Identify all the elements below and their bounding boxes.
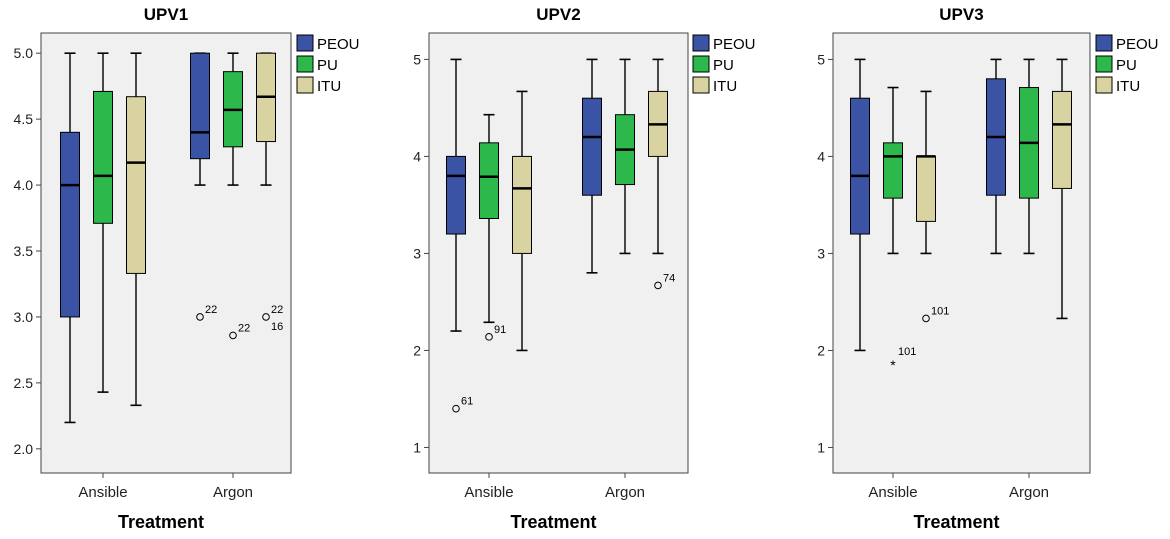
outlier-marker — [229, 331, 237, 340]
plot-area — [832, 32, 1091, 474]
legend-label: PU — [713, 57, 734, 74]
x-axis-label: Treatment — [913, 512, 999, 532]
outlier-marker — [654, 281, 662, 290]
outlier-label: 101 — [931, 305, 949, 317]
y-tick-label: 5 — [413, 51, 421, 67]
outlier-marker — [452, 404, 460, 413]
box-peou — [190, 52, 210, 160]
box-itu — [916, 155, 936, 222]
x-category-label: Argon — [605, 484, 645, 501]
chart-title: UPV1 — [144, 5, 188, 24]
box-pu — [883, 142, 903, 199]
outlier-label: 22 — [205, 304, 217, 316]
outlier-label: 16 — [271, 321, 283, 333]
outlier-star-marker: * — [890, 357, 896, 373]
y-tick-label: 5.0 — [14, 45, 34, 61]
y-tick-label: 2 — [413, 342, 421, 358]
plot-area — [40, 32, 292, 474]
box-itu — [1052, 90, 1072, 189]
outlier-marker — [262, 313, 270, 321]
x-category-label: Ansible — [868, 484, 917, 501]
y-tick-label: 5 — [817, 51, 825, 67]
y-tick-label: 1 — [817, 439, 825, 455]
box-peou — [850, 97, 870, 235]
outlier-label: 101 — [898, 346, 916, 358]
y-tick-label: 3 — [413, 245, 421, 261]
chart-title: UPV3 — [939, 5, 983, 24]
y-tick-label: 4 — [413, 148, 421, 164]
legend-swatch-pu — [296, 55, 314, 73]
y-tick-label: 3.5 — [14, 243, 34, 259]
y-tick-label: 1 — [413, 439, 421, 455]
outlier-label: 61 — [461, 396, 473, 408]
legend-swatch-itu — [296, 76, 314, 94]
x-category-label: Argon — [1009, 484, 1049, 501]
x-axis-label: Treatment — [118, 512, 204, 532]
box-peou — [582, 97, 602, 196]
box-itu — [126, 96, 146, 274]
outlier-marker — [196, 313, 204, 321]
y-tick-label: 4.0 — [14, 177, 34, 193]
legend-label: ITU — [713, 78, 737, 95]
box-pu — [93, 90, 113, 224]
outlier-label: 22 — [271, 304, 283, 316]
legend-label: PEOU — [1116, 36, 1159, 53]
legend-swatch-pu — [1095, 55, 1113, 73]
outlier-marker — [922, 314, 930, 323]
x-category-label: Ansible — [78, 484, 127, 501]
outlier-label: 74 — [663, 272, 675, 284]
legend-label: PEOU — [317, 36, 360, 53]
legend-swatch-itu — [1095, 76, 1113, 94]
y-tick-label: 2.5 — [14, 375, 34, 391]
box-peou — [446, 155, 466, 235]
legend-swatch-peou — [296, 34, 314, 52]
y-tick-label: 4 — [817, 148, 825, 164]
x-category-label: Argon — [213, 484, 253, 501]
y-tick-label: 3.0 — [14, 309, 34, 325]
plot-area — [428, 32, 689, 474]
legend-swatch-peou — [692, 34, 710, 52]
legend-label: ITU — [317, 78, 341, 95]
legend-swatch-pu — [692, 55, 710, 73]
legend-swatch-itu — [692, 76, 710, 94]
y-tick-label: 3 — [817, 245, 825, 261]
y-tick-label: 4.5 — [14, 111, 34, 127]
box-peou — [60, 131, 80, 318]
legend-label: PU — [1116, 57, 1137, 74]
outlier-marker — [485, 333, 493, 341]
outlier-label: 91 — [494, 324, 506, 336]
y-tick-label: 2 — [817, 342, 825, 358]
box-itu — [512, 155, 532, 254]
x-category-label: Ansible — [464, 484, 513, 501]
chart-title: UPV2 — [536, 5, 580, 24]
y-tick-label: 2.0 — [14, 441, 34, 457]
x-axis-label: Treatment — [510, 512, 596, 532]
box-pu — [479, 142, 499, 220]
legend-label: ITU — [1116, 78, 1140, 95]
legend-swatch-peou — [1095, 34, 1113, 52]
outlier-label: 22 — [238, 322, 250, 334]
legend-label: PEOU — [713, 36, 756, 53]
legend-label: PU — [317, 57, 338, 74]
